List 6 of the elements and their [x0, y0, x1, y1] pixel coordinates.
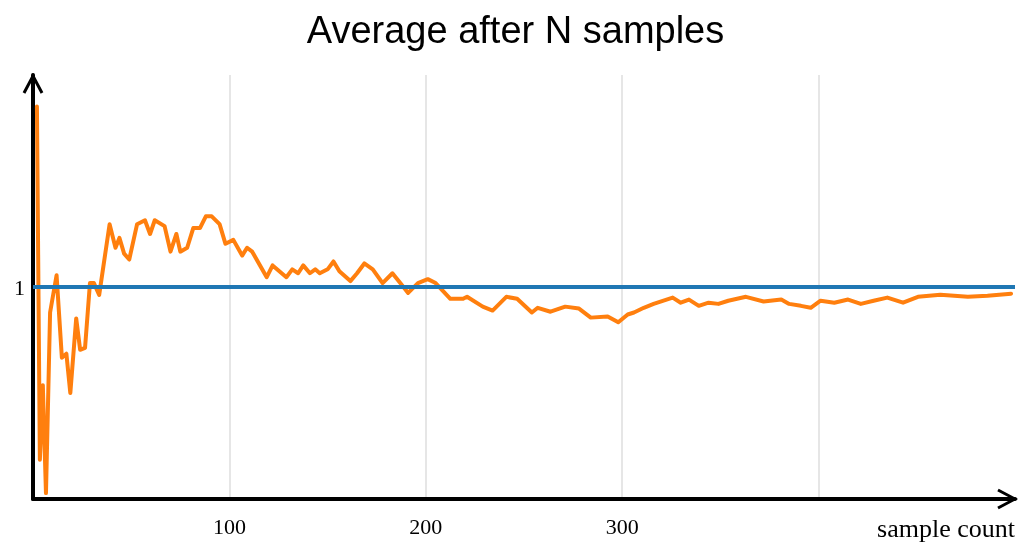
- x-axis-title: sample count: [877, 513, 1016, 543]
- chart-title: Average after N samples: [306, 9, 725, 51]
- x-tick-label: 100: [212, 513, 246, 539]
- x-tick-label: 300: [605, 513, 639, 539]
- ref-line-label: 1: [14, 274, 25, 300]
- x-tick-label: 200: [409, 513, 443, 539]
